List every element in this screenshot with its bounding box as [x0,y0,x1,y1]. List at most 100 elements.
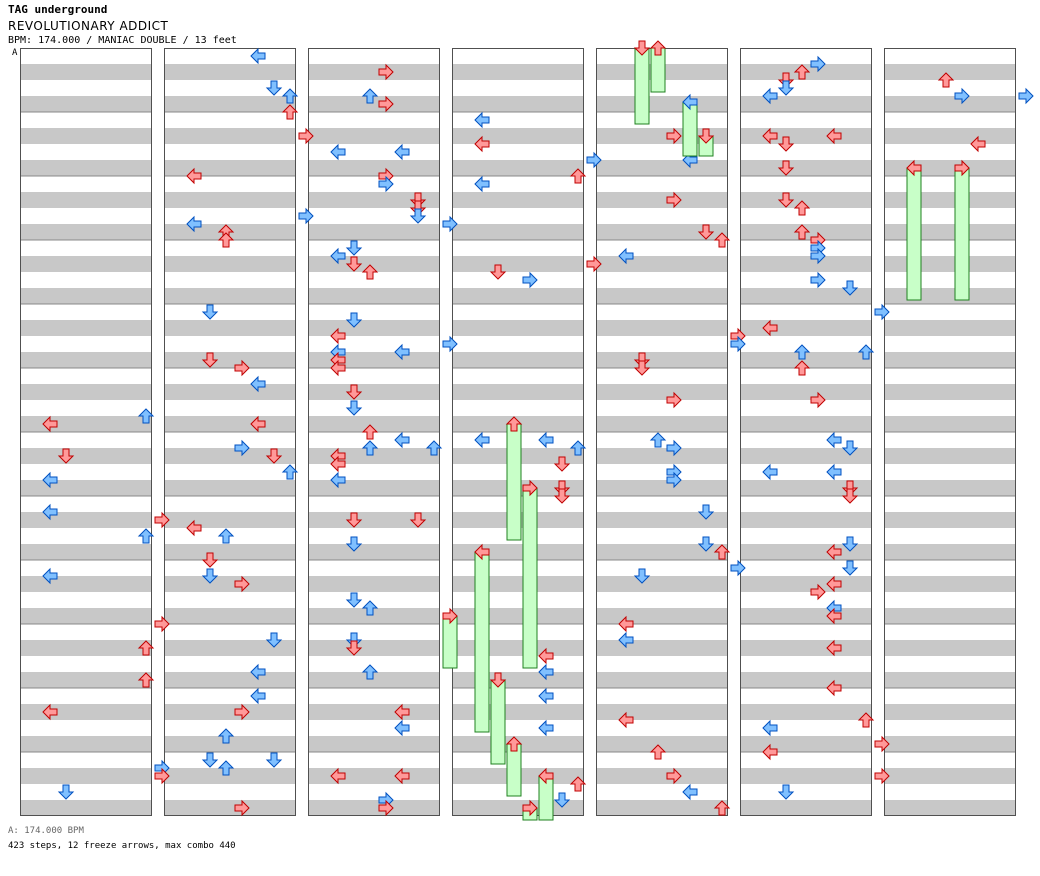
column-border [308,48,440,816]
beat-stripe [452,576,584,592]
step-arrow [409,512,427,528]
step-arrow [762,127,778,145]
beat-stripe [596,672,728,688]
step-arrow [762,743,778,761]
step-arrow [442,607,458,625]
beat-stripe [20,96,152,112]
beat-stripe [164,384,296,400]
step-arrow [250,415,266,433]
beat-stripe [452,672,584,688]
beat-stripe [452,352,584,368]
step-arrow [330,247,346,265]
beat-stripe [596,736,728,752]
step-arrow [201,752,219,768]
step-arrow [250,47,266,65]
step-arrow [217,528,235,544]
beat-stripe [740,544,872,560]
beat-stripe [308,96,440,112]
column-border [884,48,1016,816]
step-arrow [42,703,58,721]
column-border [452,48,584,816]
beat-stripe [20,288,152,304]
beat-stripe [164,64,296,80]
step-arrow [186,519,202,537]
step-arrow [345,512,363,528]
step-arrow [137,640,155,656]
step-arrow [345,384,363,400]
step-arrow [713,800,731,816]
beat-stripe [452,640,584,656]
beat-stripe [740,576,872,592]
beat-stripe [308,608,440,624]
step-arrow [522,271,538,289]
beat-stripe [452,192,584,208]
step-arrow [201,304,219,320]
freeze-arrow [490,679,506,765]
step-arrow [826,639,842,657]
step-arrow [618,631,634,649]
step-arrow [874,303,890,321]
freeze-arrow [474,551,490,733]
step-arrow [442,335,458,353]
step-arrow [186,215,202,233]
beat-stripe [452,704,584,720]
beat-stripe [308,128,440,144]
beat-stripe [884,256,1016,272]
step-arrow [793,64,811,80]
beat-stripe [884,352,1016,368]
step-arrow [841,536,859,552]
step-arrow [666,439,682,457]
beat-stripe [20,64,152,80]
beat-stripe [884,640,1016,656]
step-arrow [234,703,250,721]
step-arrow [713,544,731,560]
beat-stripe [164,768,296,784]
step-arrow [857,712,875,728]
step-arrow [906,159,922,177]
beat-stripe [884,320,1016,336]
step-arrow [569,776,587,792]
column-border [20,48,152,816]
beat-stripe [20,128,152,144]
step-arrow [810,271,826,289]
beat-stripe [884,128,1016,144]
step-arrow [841,488,859,504]
bpm-marker-label: A [12,48,18,58]
step-arrow [234,575,250,593]
step-arrow [826,607,842,625]
beat-stripe [884,704,1016,720]
beat-stripe [164,160,296,176]
step-arrow [345,240,363,256]
step-arrow [442,215,458,233]
beat-stripe [164,800,296,816]
step-arrow [666,191,682,209]
beat-stripe [884,192,1016,208]
beat-stripe [740,480,872,496]
beat-stripe [20,192,152,208]
step-arrow [857,344,875,360]
beat-stripe [164,192,296,208]
beat-stripe [164,704,296,720]
step-arrow [553,792,571,808]
freeze-arrow [506,743,522,797]
step-arrow [826,575,842,593]
step-arrow [361,264,379,280]
beat-stripe [20,704,152,720]
step-arrow [330,767,346,785]
song-title: REVOLUTIONARY ADDICT [8,19,169,33]
step-arrow [281,104,299,120]
step-arrow [505,736,523,752]
step-arrow [265,632,283,648]
beat-stripe [884,64,1016,80]
step-arrow [697,128,715,144]
step-arrow [234,359,250,377]
beat-stripe [308,384,440,400]
beat-stripe [740,768,872,784]
beat-stripe [20,736,152,752]
beat-stripe [308,800,440,816]
step-arrow [394,703,410,721]
step-arrow [538,719,554,737]
beat-stripe [452,224,584,240]
step-arrow [345,400,363,416]
